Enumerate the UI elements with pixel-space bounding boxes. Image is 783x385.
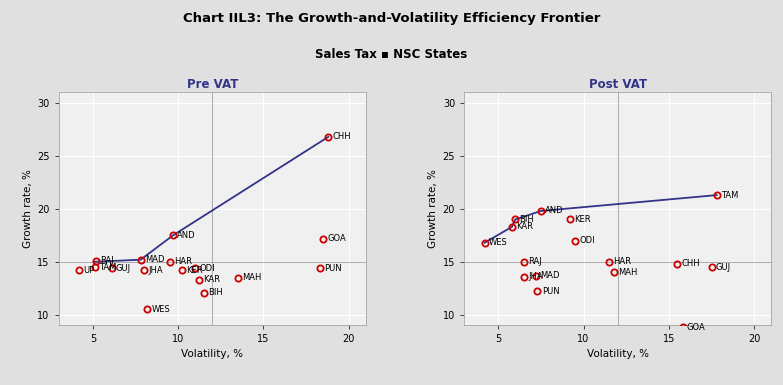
Text: ODI: ODI xyxy=(579,236,595,245)
Text: GOA: GOA xyxy=(687,323,705,332)
Text: JHA: JHA xyxy=(528,272,543,281)
Text: AND: AND xyxy=(177,231,196,240)
Text: KAR: KAR xyxy=(516,223,533,231)
Text: WES: WES xyxy=(152,305,171,314)
Text: JHA: JHA xyxy=(148,266,163,275)
Y-axis label: Growth rate, %: Growth rate, % xyxy=(428,169,438,248)
Title: Pre VAT: Pre VAT xyxy=(186,78,238,91)
X-axis label: Volatility, %: Volatility, % xyxy=(182,348,244,358)
Text: AND: AND xyxy=(545,206,564,216)
Text: HAR: HAR xyxy=(174,257,192,266)
Text: UP: UP xyxy=(84,266,95,275)
Text: CHH: CHH xyxy=(333,132,352,141)
Text: MAH: MAH xyxy=(242,273,262,282)
Text: PUN: PUN xyxy=(542,287,559,296)
X-axis label: Volatility, %: Volatility, % xyxy=(586,348,648,358)
Text: KER: KER xyxy=(186,266,203,275)
Text: KER: KER xyxy=(574,215,591,224)
Text: GUJ: GUJ xyxy=(716,263,731,271)
Text: KAR: KAR xyxy=(203,275,220,284)
Text: CHH: CHH xyxy=(682,259,700,268)
Text: PUN: PUN xyxy=(324,264,341,273)
Text: Chart IIL3: The Growth-and-Volatility Efficiency Frontier: Chart IIL3: The Growth-and-Volatility Ef… xyxy=(182,12,601,25)
Text: TAM: TAM xyxy=(99,263,116,271)
Text: MAD: MAD xyxy=(145,255,164,264)
Text: RAJ: RAJ xyxy=(528,257,542,266)
Text: TAM: TAM xyxy=(721,191,738,199)
Title: Post VAT: Post VAT xyxy=(589,78,647,91)
Text: RAJ: RAJ xyxy=(100,256,114,265)
Text: BIH: BIH xyxy=(208,288,223,297)
Text: HAR: HAR xyxy=(613,257,631,266)
Text: MAD: MAD xyxy=(540,271,560,280)
Text: MAH: MAH xyxy=(619,268,638,277)
Text: WES: WES xyxy=(489,238,507,247)
Text: GUJ: GUJ xyxy=(116,264,131,273)
Text: GOA: GOA xyxy=(327,234,346,243)
Text: BIH: BIH xyxy=(520,215,534,224)
Y-axis label: Growth rate, %: Growth rate, % xyxy=(23,169,33,248)
Text: ODI: ODI xyxy=(200,264,215,273)
Text: Sales Tax ▪ NSC States: Sales Tax ▪ NSC States xyxy=(316,48,467,61)
